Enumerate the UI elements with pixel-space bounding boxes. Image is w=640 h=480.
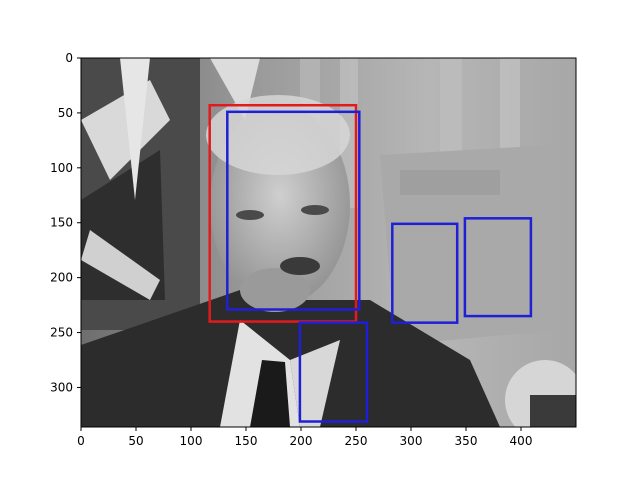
x-tick-label: 250 — [345, 434, 368, 448]
photo-image — [81, 58, 576, 427]
y-tick-label: 50 — [58, 106, 73, 120]
y-tick-label: 300 — [50, 380, 73, 394]
x-tick-label: 350 — [455, 434, 478, 448]
bounding-box-0 — [208, 103, 358, 323]
x-tick-label: 50 — [128, 434, 143, 448]
x-tick-label: 0 — [77, 434, 85, 448]
y-tick-label: 250 — [50, 326, 73, 340]
x-tick-label: 200 — [290, 434, 313, 448]
y-tick-label: 150 — [50, 216, 73, 230]
bounding-box-4 — [463, 217, 533, 318]
x-axis: 0 50 100 150 200 250 300 350 400 — [77, 427, 532, 448]
x-tick-label: 300 — [400, 434, 423, 448]
y-axis: 0 50 100 150 200 250 300 — [50, 51, 81, 394]
y-tick-label: 100 — [50, 161, 73, 175]
x-tick-label: 150 — [235, 434, 258, 448]
axes-frame — [80, 57, 577, 428]
x-tick-label: 400 — [510, 434, 533, 448]
bounding-box-3 — [391, 222, 459, 324]
bounding-box-2 — [298, 321, 369, 423]
y-tick-label: 0 — [65, 51, 73, 65]
bounding-box-1 — [226, 110, 361, 311]
bounding-boxes — [208, 103, 533, 423]
x-tick-label: 100 — [180, 434, 203, 448]
y-tick-label: 200 — [50, 271, 73, 285]
